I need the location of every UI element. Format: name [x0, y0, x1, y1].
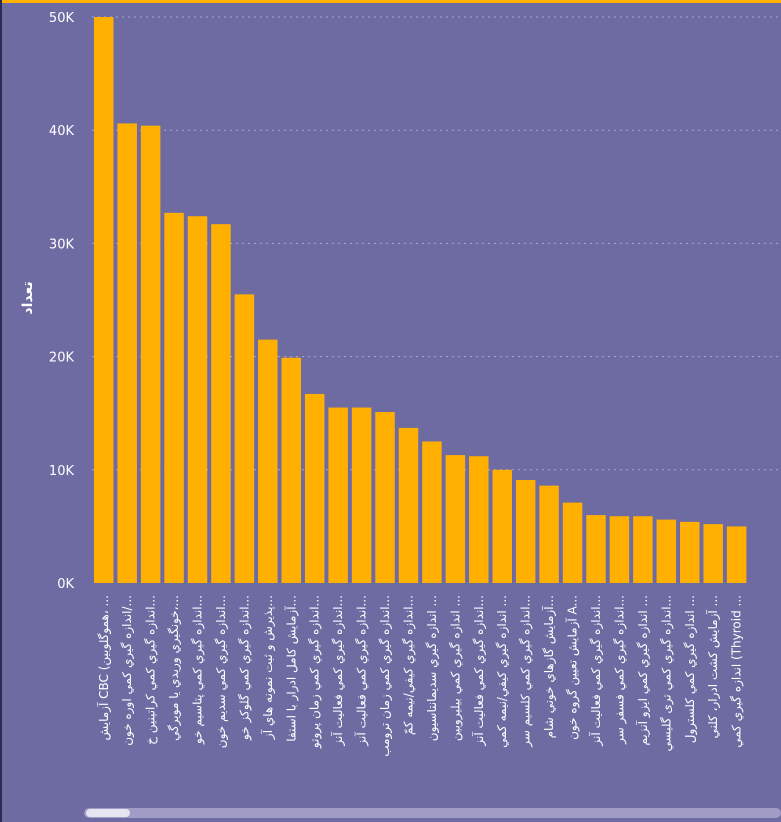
x-tick-label: آزمايش CBC (هموگلوبين، ...: [96, 595, 112, 741]
x-tick-label: اندازه گيري كمي كلسترول ...: [683, 595, 698, 743]
bar[interactable]: [680, 521, 700, 583]
left-border: [0, 0, 2, 822]
y-axis-label: تعداد: [20, 281, 36, 314]
bar[interactable]: [211, 224, 231, 583]
bar[interactable]: [515, 479, 536, 583]
bar[interactable]: [422, 441, 442, 584]
x-tick-label: خونگيري وريدي يا مويرگي،...: [167, 595, 182, 741]
y-tick-label: 30K: [49, 237, 75, 252]
x-tick-label: اندازه گيري كمي بيليروبين ...: [448, 595, 463, 741]
x-tick-label: اندازه گيري كيفي/نيمه كمّ...: [401, 595, 416, 735]
x-tick-label: اندازه گيري كمي زمان ترومب...: [378, 595, 393, 757]
y-axis-ticks: 0K 10K 20K 30K 40K 50K: [49, 11, 75, 592]
bar[interactable]: [258, 339, 278, 583]
horizontal-scrollbar[interactable]: [84, 808, 781, 818]
x-tick-label: پذيرش و ثبت نمونه هاي آز...: [260, 595, 276, 740]
x-tick-label: اندازه گيري كمي كراتينين خ...: [144, 595, 159, 745]
x-tick-label: آزمايش كشت ادرار، كلني ...: [705, 595, 721, 739]
y-tick-label: 40K: [49, 124, 75, 139]
x-tick-label: آزمايش كامل ادرار با استفا...: [283, 595, 299, 742]
x-tick-label: اندازه گيري كمي فسفر سر...: [612, 595, 627, 745]
bar[interactable]: [633, 516, 653, 583]
bar[interactable]: [562, 502, 583, 583]
x-tick-label: آزمايش گازهاي خوني شام...: [541, 595, 557, 738]
bar[interactable]: [164, 212, 184, 583]
x-tick-label: اندازه گيري كمي زمان پروتو...: [308, 595, 323, 749]
bar[interactable]: [94, 17, 114, 583]
x-tick-label: اندازه گيري كمي فعاليت آنز...: [471, 595, 487, 747]
bar[interactable]: [375, 412, 395, 583]
y-tick-label: 50K: [49, 11, 75, 26]
bar[interactable]: [703, 524, 723, 583]
bar[interactable]: [187, 216, 208, 583]
scrollbar-thumb[interactable]: [86, 809, 130, 817]
bar[interactable]: [656, 519, 677, 583]
x-axis-ticks: آزمايش CBC (هموگلوبين، ... اندازه گيري كم…: [96, 595, 745, 757]
x-tick-label: اندازه گيري كمي گلوكز خو...: [237, 595, 252, 741]
bar[interactable]: [609, 516, 630, 583]
x-tick-label: اندازه گيري كمي فعاليت آنز...: [330, 595, 346, 747]
bar[interactable]: [539, 485, 559, 583]
x-tick-label: اندازه گيري كمي كلسيم سر...: [519, 595, 534, 748]
y-tick-label: 10K: [49, 464, 75, 479]
bar[interactable]: [351, 407, 372, 583]
y-tick-label: 20K: [49, 351, 75, 366]
x-tick-label: اندازه گيري كمي اوره خون/...: [120, 595, 135, 746]
bar[interactable]: [234, 294, 255, 583]
x-tick-label: اندازه گيري كمي (Thyroid ...: [730, 595, 745, 748]
x-tick-label: اندازه گيري كمي پتاسيم خو...: [191, 595, 206, 745]
bars: [94, 17, 747, 584]
y-tick-label: 0K: [57, 577, 74, 592]
bar[interactable]: [492, 469, 512, 583]
x-tick-label: اندازه گيري كمي فعاليت آنز...: [354, 595, 370, 747]
x-tick-label: آزمايش تعيين گروه خون A...: [565, 595, 581, 740]
x-tick-label: اندازه گيري كمي ايزو آنزيم ...: [635, 595, 651, 746]
bar[interactable]: [281, 357, 302, 583]
x-tick-label: اندازه گيري كمي سديم خون...: [214, 595, 229, 748]
bar[interactable]: [117, 123, 137, 584]
top-accent-bar: [0, 0, 781, 3]
bar[interactable]: [726, 526, 747, 583]
bar[interactable]: [586, 515, 606, 583]
bar[interactable]: [469, 456, 489, 583]
bar[interactable]: [398, 427, 419, 583]
bar[interactable]: [445, 455, 466, 583]
x-tick-label: اندازه گيري سديمانتاسيون ...: [425, 595, 440, 741]
bar[interactable]: [328, 407, 348, 583]
x-tick-label: اندازه گيري كيفي/نيمه كمي ...: [495, 595, 510, 748]
bar[interactable]: [140, 125, 161, 583]
x-tick-label: اندازه گيري كمي فعاليت آنز...: [588, 595, 604, 747]
x-tick-label: اندازه گيري كمي ترى گليسي...: [659, 595, 674, 751]
bar[interactable]: [304, 393, 325, 583]
